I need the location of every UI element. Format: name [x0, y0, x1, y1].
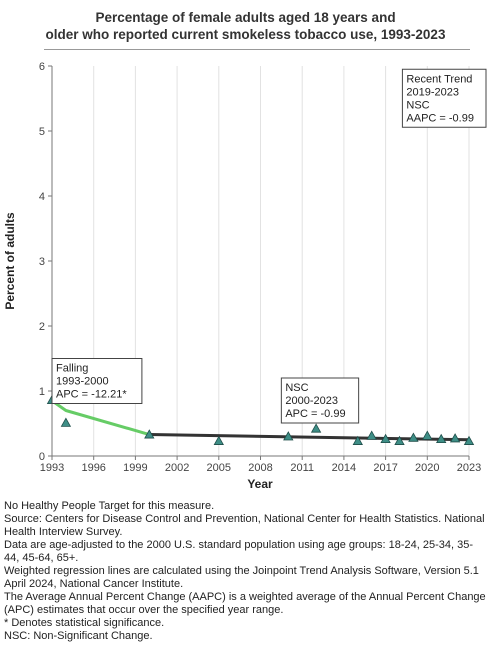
data-point	[436, 433, 447, 444]
x-tick-label: 1999	[123, 462, 147, 474]
annotation-frame	[401, 68, 487, 128]
note-regression: Weighted regression lines are calculated…	[4, 565, 479, 590]
x-tick-label: 2020	[415, 462, 439, 474]
note-target: No Healthy People Target for this measur…	[4, 500, 215, 512]
note-source: Source: Centers for Disease Control and …	[4, 513, 485, 538]
y-tick-label: 4	[39, 191, 45, 203]
y-tick-label: 3	[39, 256, 45, 268]
x-tick-label: 1993	[40, 462, 64, 474]
annotation-line: APC = -0.99	[285, 408, 345, 420]
x-tick-label: 1996	[81, 462, 105, 474]
y-axis-label: Percent of adults	[3, 212, 17, 310]
x-ticks: 1993 1996 1999 2002 2005 2008 2011 2014 2017 2020…	[40, 456, 481, 474]
x-tick-label: 2023	[457, 462, 481, 474]
y-tick-label: 2	[39, 321, 45, 333]
chart-area: 0 1 2 3 4 5 6 1993 1996 1999 2002 2005 2008 2011 2014…	[3, 61, 487, 491]
x-tick-label: 2017	[373, 462, 397, 474]
x-axis-label: Year	[247, 477, 273, 491]
note-significance: * Denotes statistical significance.	[4, 617, 165, 629]
note-nsc: NSC: Non-Significant Change.	[4, 630, 153, 642]
annotation-line: 2019-2023	[406, 86, 459, 98]
footnotes: No Healthy People Target for this measur…	[4, 500, 488, 643]
annotation-line: 1993-2000	[56, 376, 109, 388]
annotation-line: Recent Trend	[406, 73, 472, 85]
annotation-line: NSC	[406, 99, 429, 111]
annotation-frame	[51, 358, 143, 404]
x-tick-label: 2014	[332, 462, 356, 474]
title-divider	[44, 49, 470, 50]
annotation-line: 2000-2023	[285, 395, 338, 407]
annotation-line: Falling	[56, 363, 88, 375]
data-point	[380, 433, 391, 444]
data-point	[213, 435, 224, 445]
annotation-line: APC = -12.21*	[56, 389, 127, 401]
data-point	[352, 435, 363, 445]
data-point	[144, 429, 155, 439]
x-tick-label: 2005	[207, 462, 231, 474]
data-point	[394, 435, 405, 445]
data-point	[310, 423, 322, 433]
y-tick-label: 6	[39, 61, 45, 73]
data-point	[60, 417, 72, 427]
y-tick-label: 1	[39, 386, 45, 398]
y-tick-label: 0	[39, 451, 45, 463]
data-point	[366, 430, 377, 440]
chart-title: Percentage of female adults aged 18 year…	[0, 9, 491, 43]
annotation-line: AAPC = -0.99	[406, 112, 474, 124]
y-ticks: 0 1 2 3 4 5 6	[39, 61, 52, 463]
data-point	[422, 430, 433, 440]
note-aapc: The Average Annual Percent Change (AAPC)…	[4, 591, 486, 616]
data-point	[283, 431, 294, 441]
annotation-frame	[280, 377, 360, 424]
data-point	[408, 432, 419, 442]
chart-title-line-1: Percentage of female adults aged 18 year…	[95, 10, 396, 25]
data-point	[449, 433, 461, 443]
data-point	[463, 435, 475, 445]
y-tick-label: 5	[39, 126, 45, 138]
note-age-adjustment: Data are age-adjusted to the 2000 U.S. s…	[4, 539, 474, 564]
x-tick-label: 2011	[290, 462, 314, 474]
x-tick-label: 2008	[248, 462, 272, 474]
annotation-line: NSC	[285, 382, 308, 394]
x-tick-label: 2002	[165, 462, 189, 474]
chart-title-line-2: older who reported current smokeless tob…	[45, 27, 446, 42]
